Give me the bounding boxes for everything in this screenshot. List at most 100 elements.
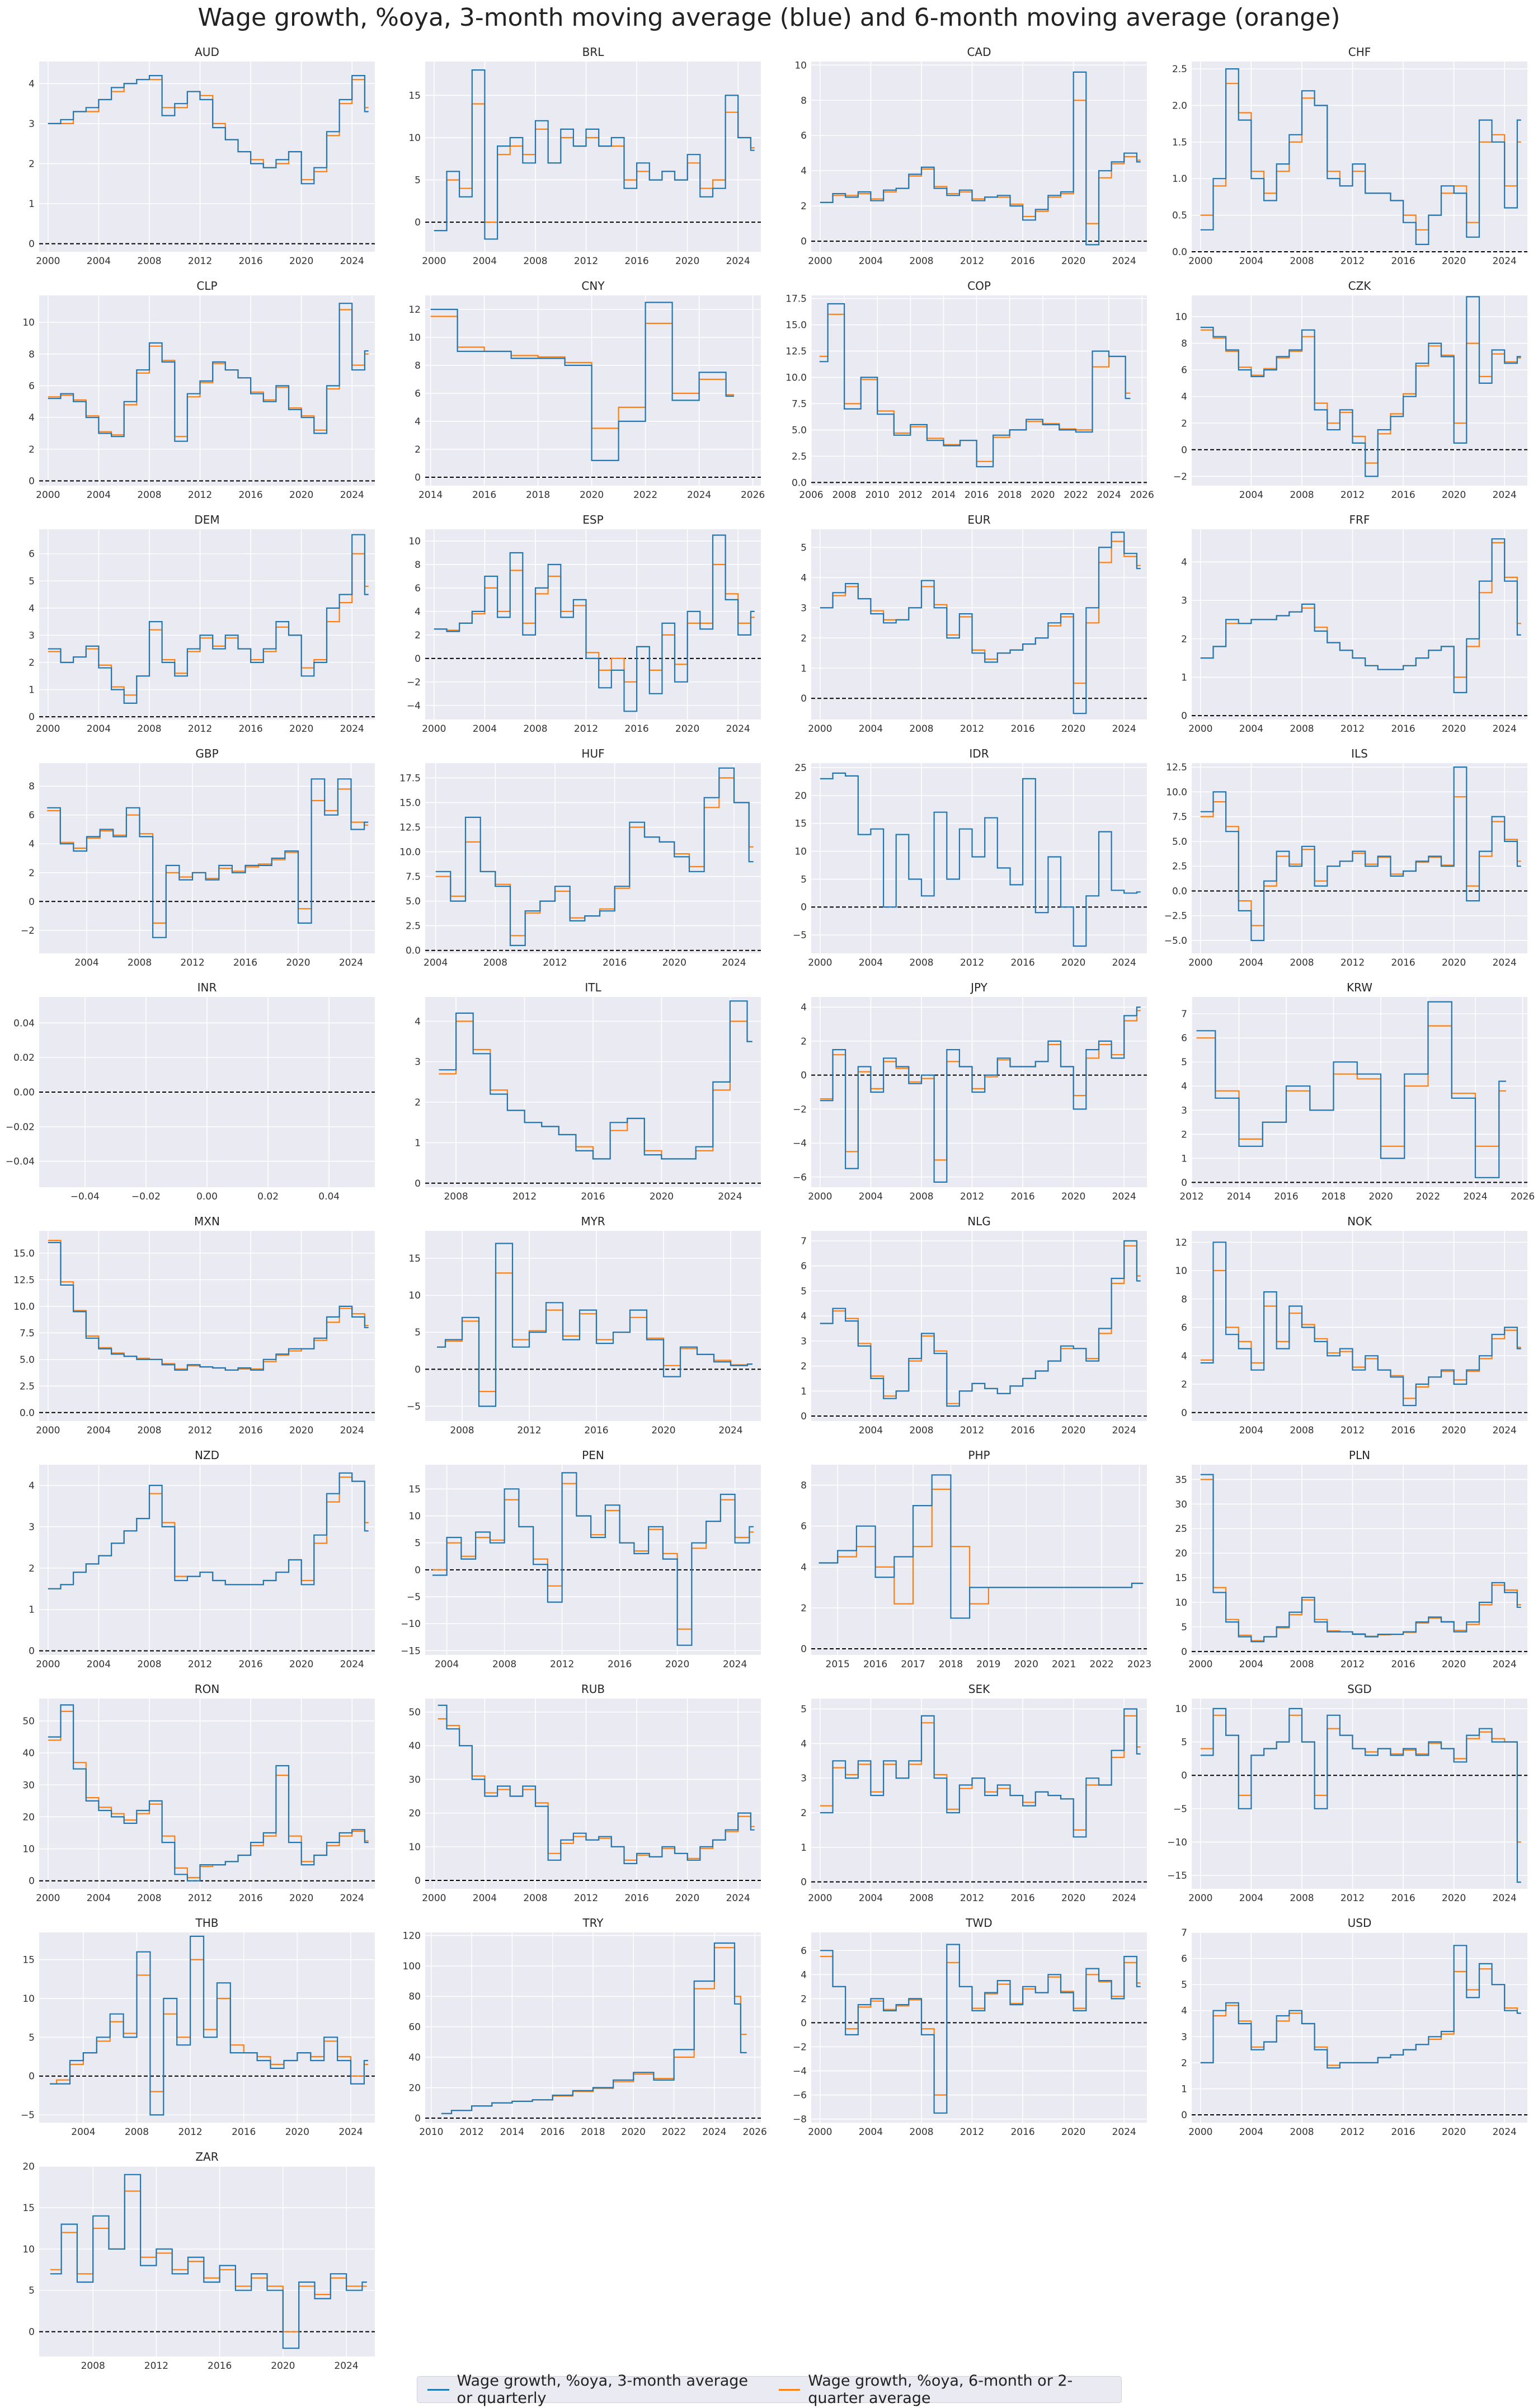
y-tick-label: 4 (415, 416, 421, 427)
panel-gbp: 2004 2008 2012 2016 2020 2024 −2 0 2 4 6 8 GBP (21, 747, 375, 968)
x-tick-label: 2004 (859, 723, 883, 735)
y-tick-label: 8 (29, 781, 35, 792)
series-3m-line (820, 1708, 1141, 1838)
x-tick-label: 2026 (743, 2127, 767, 2138)
panel-rub: 2000 2004 2008 2012 2016 2020 2024 0 10 20 30 40 50 R… (408, 1682, 761, 1904)
y-tick-label: 0 (29, 1646, 35, 1657)
y-tick-label: 4 (415, 1016, 421, 1027)
legend-label-3m: Wage growth, %oya, 3-month average or qu… (457, 2372, 749, 2407)
panel-pln: 2000 2004 2008 2012 2016 2020 2024 0 5 10 15 20 25 30… (1175, 1448, 1527, 1670)
plot-area (425, 295, 761, 486)
x-tick-label: 2010 (866, 490, 890, 501)
x-tick-label: 2024 (1112, 256, 1136, 267)
x-tick-label: 2004 (1239, 1425, 1263, 1436)
x-tick-label: 2022 (633, 490, 657, 501)
panel-title: ILS (1351, 747, 1368, 760)
y-tick-label: 60 (408, 2022, 421, 2033)
x-tick-label: 2018 (1321, 1191, 1346, 1202)
x-tick-label: 2008 (909, 1893, 933, 1904)
x-tick-label: 2024 (1493, 1425, 1517, 1436)
x-tick-label: 2000 (1188, 957, 1212, 968)
x-tick-label: 2012 (960, 957, 984, 968)
x-tick-label: 2000 (422, 1893, 446, 1904)
x-tick-label: 2004 (71, 2127, 95, 2138)
x-tick-label: 2020 (662, 957, 686, 968)
y-tick-label: 12 (408, 304, 421, 316)
y-tick-label: 6 (415, 583, 421, 594)
x-tick-label: 2018 (526, 490, 550, 501)
x-tick-label: 2012 (960, 1893, 984, 1904)
x-tick-label: 2012 (960, 1425, 984, 1436)
x-tick-label: 2008 (1290, 256, 1314, 267)
y-tick-label: −2.5 (1164, 911, 1187, 922)
panel-nlg: 2004 2008 2012 2016 2020 2024 0 1 2 3 4 5 6 7 NLG (801, 1215, 1147, 1436)
panel-ron: 2000 2004 2008 2012 2016 2020 2024 0 10 20 30 40 50 R… (22, 1682, 375, 1904)
panel-eur: 2000 2004 2008 2012 2016 2020 2024 0 1 2 3 4 5 EUR (801, 513, 1147, 735)
x-tick-label: 2016 (1391, 490, 1415, 501)
x-tick-label: 2016 (1010, 1191, 1034, 1202)
x-tick-label: 2024 (1493, 1893, 1517, 1904)
series-3m-line (1196, 1001, 1506, 1178)
panel-dem: 2000 2004 2008 2012 2016 2020 2024 0 1 2 3 4 5 6 DEM (29, 513, 375, 735)
plot-area (39, 1932, 375, 2123)
panel-title: CLP (196, 279, 217, 293)
x-tick-label: 2024 (340, 1893, 364, 1904)
plot-area (811, 295, 1147, 486)
y-tick-label: −10 (401, 1619, 421, 1630)
x-tick-label: 2008 (137, 490, 161, 501)
x-tick-label: 2012 (899, 490, 923, 501)
y-tick-label: 4 (801, 1311, 807, 1322)
x-tick-label: 2024 (338, 2127, 363, 2138)
x-tick-label: 2004 (859, 1191, 883, 1202)
x-tick-label: 2023 (1127, 1659, 1151, 1670)
x-tick-label: 2008 (137, 1659, 161, 1670)
plot-area (1192, 62, 1527, 252)
y-tick-label: 2 (801, 633, 807, 644)
series-3m-line (1200, 68, 1521, 245)
y-tick-label: 30 (22, 1780, 35, 1791)
y-tick-label: 2 (1181, 634, 1187, 645)
panel-nok: 2004 2008 2012 2016 2020 2024 0 2 4 6 8 10 12 NOK (1175, 1215, 1527, 1436)
panel-title: IDR (969, 747, 989, 760)
y-tick-label: 10 (1175, 312, 1187, 323)
y-tick-label: −5 (21, 2110, 35, 2121)
x-tick-label: 2004 (87, 723, 111, 735)
x-tick-label: 2016 (238, 1893, 262, 1904)
x-tick-label: 2016 (238, 1659, 262, 1670)
x-tick-label: 2020 (665, 1659, 689, 1670)
panel-title: COP (967, 279, 991, 293)
y-tick-label: 0 (1181, 1770, 1187, 1781)
y-tick-label: 5.0 (20, 1354, 35, 1366)
series-3m-line (50, 2174, 367, 2349)
y-tick-label: 15 (22, 1955, 35, 1966)
panel-nzd: 2000 2004 2008 2012 2016 2020 2024 0 1 2 3 4 NZD (29, 1448, 375, 1670)
y-tick-label: 2.5 (1172, 64, 1187, 75)
y-tick-label: 0 (415, 653, 421, 665)
x-tick-label: 2004 (473, 1893, 497, 1904)
y-tick-label: 0 (801, 693, 807, 704)
panel-idr: 2000 2004 2008 2012 2016 2020 2024 −5 0 5 10 15 20 25… (793, 747, 1147, 968)
y-tick-label: −5 (407, 1401, 421, 1413)
x-tick-label: 2024 (339, 957, 363, 968)
x-tick-label: 2024 (1493, 490, 1517, 501)
y-tick-label: 20 (1175, 1548, 1187, 1559)
x-tick-label: 2024 (1493, 1659, 1517, 1670)
y-tick-label: 0 (415, 1565, 421, 1576)
y-tick-label: −2 (407, 677, 421, 688)
panel-php: 2015 2016 2017 2018 2019 2020 2021 2022 2023 0 2 4 6… (801, 1448, 1151, 1670)
plot-area (39, 1699, 375, 1889)
y-tick-label: −6 (793, 2090, 807, 2101)
x-tick-label: 2024 (726, 1893, 750, 1904)
x-tick-label: 2020 (1061, 2127, 1085, 2138)
y-tick-label: 0 (29, 2071, 35, 2082)
y-tick-label: 25 (794, 763, 807, 774)
y-tick-label: 5 (801, 1286, 807, 1297)
x-tick-label: 2004 (859, 1893, 883, 1904)
plot-area (811, 1699, 1147, 1889)
panel-title: TWD (965, 1916, 992, 1930)
y-tick-label: 5 (29, 576, 35, 587)
y-tick-label: 5 (1181, 1737, 1187, 1748)
x-tick-label: 2008 (492, 1659, 516, 1670)
y-tick-label: 10 (22, 1844, 35, 1855)
y-tick-label: 5 (415, 1538, 421, 1549)
